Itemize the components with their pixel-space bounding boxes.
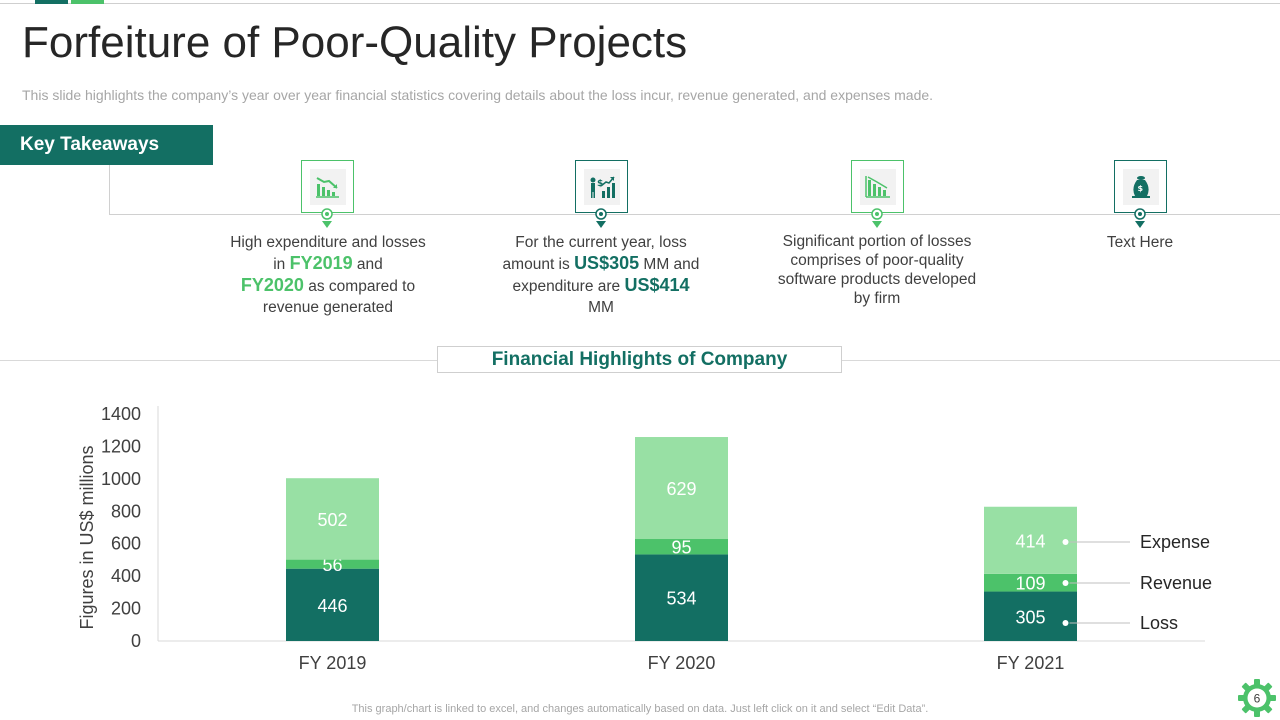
takeaway-1-icon-box — [301, 160, 354, 213]
declining-chart-icon — [315, 176, 339, 198]
takeaway-1-pin-icon — [321, 208, 333, 228]
page-title: Forfeiture of Poor-Quality Projects — [22, 18, 688, 67]
money-bags-icon: $ — [1131, 175, 1150, 198]
bar-revenue-2 — [635, 539, 728, 555]
bar-loss-3 — [984, 591, 1077, 641]
data-label-loss: 305 — [1015, 607, 1045, 627]
bar-expense-1 — [286, 478, 379, 560]
data-label-expense: 629 — [666, 479, 696, 499]
x-tick-label: FY 2019 — [299, 653, 367, 673]
page-number-gear-icon: 6 — [1238, 679, 1276, 717]
top-accent-bar-dark — [35, 0, 68, 4]
bar-revenue-1 — [286, 559, 379, 569]
page-number: 6 — [1254, 692, 1261, 706]
key-takeaways-header: Key Takeaways — [0, 125, 213, 165]
data-label-expense: 414 — [1015, 531, 1045, 551]
takeaways-connector-vertical — [109, 165, 110, 215]
top-accent-bar-light — [71, 0, 104, 4]
data-label-expense: 502 — [317, 510, 347, 530]
takeaway-3-icon-box — [851, 160, 904, 213]
y-tick-label: 200 — [111, 599, 141, 619]
y-tick-label: 800 — [111, 501, 141, 521]
takeaways-connector-horizontal — [109, 214, 1280, 215]
bar-decline-icon — [864, 175, 890, 198]
takeaway-3-text: Significant portion of losses comprises … — [777, 233, 977, 307]
financial-highlights-title: Financial Highlights of Company — [437, 346, 842, 373]
page-subtitle: This slide highlights the company’s year… — [22, 87, 934, 103]
takeaway-2-pin-icon — [595, 208, 607, 228]
data-label-revenue: 95 — [671, 538, 691, 558]
legend-dot-expense — [1062, 539, 1069, 545]
takeaway-4-icon-box: $ — [1114, 160, 1167, 213]
top-border-line — [0, 3, 1280, 4]
bar-loss-1 — [286, 568, 379, 641]
x-tick-label: FY 2020 — [648, 653, 716, 673]
takeaway-4-text: Text Here — [1106, 234, 1174, 251]
bar-expense-2 — [635, 437, 728, 540]
bar-revenue-3 — [984, 573, 1077, 592]
takeaway-2-text: For the current year, loss amount is US$… — [502, 234, 700, 316]
y-tick-label: 0 — [131, 631, 141, 651]
takeaway-1-text: High expenditure and losses in FY2019 an… — [230, 234, 426, 316]
legend-label-loss: Loss — [1140, 613, 1178, 633]
bar-expense-3 — [984, 506, 1077, 574]
x-tick-label: FY 2021 — [997, 653, 1065, 673]
legend-label-revenue: Revenue — [1140, 573, 1212, 593]
y-axis-title: Figures in US$ millions — [77, 445, 97, 629]
footer-note: This graph/chart is linked to excel, and… — [351, 703, 929, 715]
legend-dot-revenue — [1062, 580, 1069, 586]
data-label-revenue: 56 — [322, 555, 342, 575]
data-label-loss: 446 — [317, 596, 347, 616]
svg-text:$: $ — [597, 179, 603, 189]
y-tick-label: 600 — [111, 534, 141, 554]
bar-loss-2 — [635, 554, 728, 641]
y-tick-label: 1000 — [101, 469, 141, 489]
takeaway-4-pin-icon — [1134, 208, 1146, 228]
business-growth-icon: $ — [590, 176, 615, 198]
data-label-revenue: 109 — [1015, 574, 1045, 594]
legend-dot-loss — [1062, 620, 1069, 626]
takeaway-2-icon-box: $ — [575, 160, 628, 213]
data-label-loss: 534 — [666, 589, 696, 609]
legend-label-expense: Expense — [1140, 532, 1210, 552]
y-tick-label: 1200 — [101, 436, 141, 456]
svg-text:$: $ — [1137, 184, 1143, 193]
y-tick-label: 400 — [111, 566, 141, 586]
takeaway-3-pin-icon — [871, 208, 883, 228]
y-tick-label: 1400 — [101, 404, 141, 424]
stacked-bar-chart: 0 200 400 600 800 1000 1200 1400 Figures in US$ … — [77, 404, 1212, 673]
